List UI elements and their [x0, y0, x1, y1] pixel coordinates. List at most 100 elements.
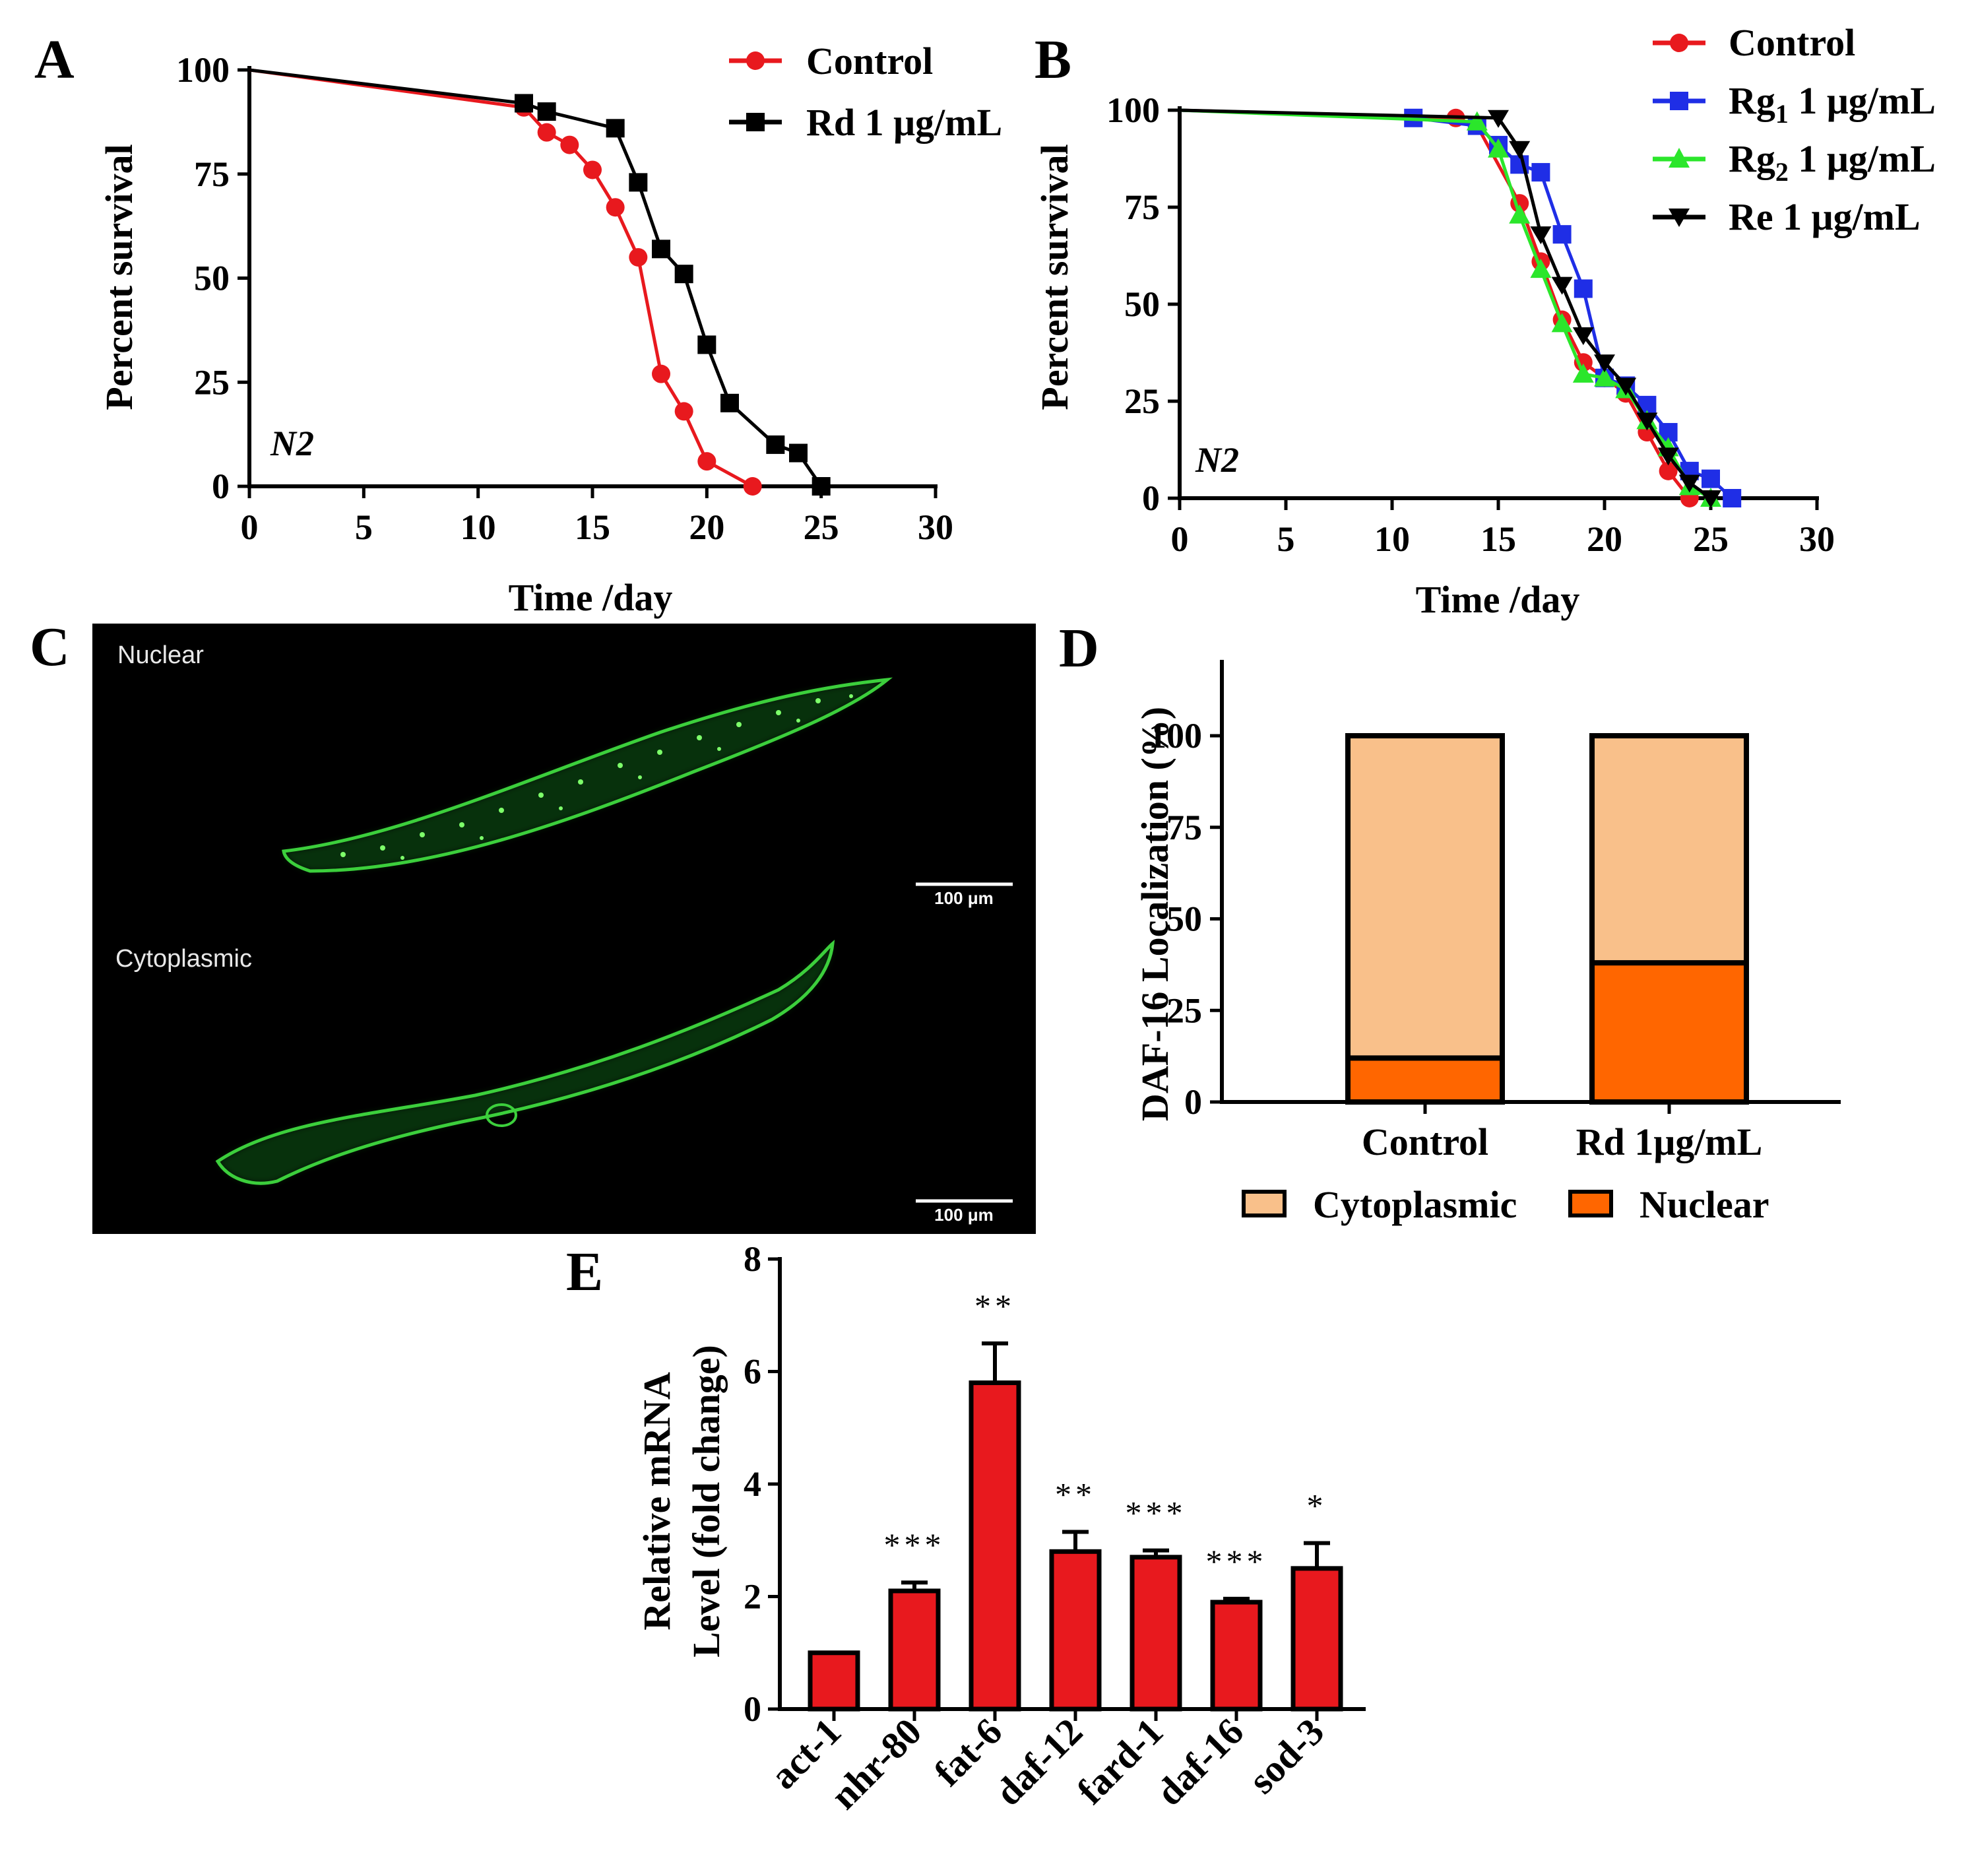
data-point-rd-1-g-ml-a [697, 335, 716, 354]
series-line-control-b [1179, 108, 1691, 500]
y-tick-label-a: 0 [212, 467, 230, 506]
bar-sod-3 [1290, 1566, 1343, 1712]
x-tick-label-a: 15 [575, 507, 610, 547]
series-control-b [1179, 108, 1699, 507]
worm-cytoplasmic [215, 940, 835, 1185]
bar-daf-12 [1049, 1549, 1102, 1712]
data-point-control-a [583, 160, 602, 179]
x-tick-label-b: 15 [1480, 519, 1516, 559]
category-label-rd-1-g-ml: Rd 1μg/mL [1576, 1120, 1763, 1163]
legend-marker-control-a [746, 51, 765, 70]
data-point-rd-1-g-ml-a [652, 240, 670, 259]
data-point-rd-1-g-ml-a [537, 102, 556, 121]
y-tick-label-e: 8 [744, 1239, 761, 1279]
panel-letter-c: C [30, 616, 70, 678]
data-point-rd-1-g-ml-a [720, 393, 739, 412]
legend-entry-rg2-b: Rg2 1 μg/mL [1653, 137, 1936, 187]
category-label-control: Control [1362, 1120, 1488, 1163]
legend-marker-control-b [1670, 34, 1688, 52]
data-point-control-a [606, 198, 625, 217]
data-point-control-a [743, 477, 762, 496]
category-label-daf-16: daf-16 [1148, 1710, 1252, 1814]
bar-nhr-80 [888, 1588, 941, 1712]
y-axis-title-b: Percent survival [1033, 144, 1076, 410]
legend-b: Control Rg1 1 μg/mL Rg2 1 μg/mL Re 1 μg/… [1653, 21, 1936, 238]
x-tick-label-b: 30 [1799, 519, 1835, 559]
series-rg2-1-g-ml-b [1179, 108, 1721, 507]
legend-label-rg2-b: Rg2 1 μg/mL [1729, 137, 1936, 187]
data-point-rg2-1-g-ml-b [1466, 111, 1488, 131]
panel-c: C Nuclear Cytoplasmic 100 μm [30, 616, 1036, 1234]
legend-entry-re-b: Re 1 μg/mL [1653, 195, 1921, 238]
data-point-re-1-g-ml-b [1488, 110, 1509, 128]
data-point-control-a [560, 135, 579, 154]
significance-sod-3: * [1307, 1487, 1327, 1524]
data-point-control-b [1659, 461, 1678, 480]
x-tick-label-a: 0 [241, 507, 259, 547]
data-point-re-1-g-ml-b [1700, 490, 1721, 508]
y-axis-title-e-line1: Relative mRNA [635, 1372, 678, 1631]
bar-cytoplasmic-control [1345, 733, 1505, 1061]
y-axis-title-e-line2: Level (fold change) [685, 1345, 728, 1658]
legend-entry-rg1-b: Rg1 1 μg/mL [1653, 79, 1936, 129]
data-point-rg2-1-g-ml-b [1572, 363, 1594, 383]
x-tick-label-a: 30 [918, 507, 953, 547]
series-line-rg2-1-g-ml-b [1179, 108, 1712, 500]
strain-label-b: N2 [1195, 440, 1239, 480]
data-point-control-a [697, 452, 716, 471]
panel-letter-b: B [1035, 29, 1071, 90]
series-line-re-1-g-ml-b [1179, 108, 1712, 500]
x-axis-title-a: Time /day [509, 576, 673, 619]
x-tick-label-b: 20 [1587, 519, 1622, 559]
data-point-rd-1-g-ml-a [812, 477, 831, 496]
series-control-a [249, 68, 762, 496]
category-label-nhr-80: nhr-80 [822, 1710, 930, 1817]
x-tick-label-b: 25 [1693, 519, 1729, 559]
label-nuclear: Nuclear [117, 641, 204, 669]
panel-e: E 02468act-1nhr-80***fat-6**daf-12**fard… [566, 1239, 1366, 1817]
legend-label-control-a: Control [806, 40, 933, 82]
y-tick-label-d: 25 [1166, 990, 1202, 1030]
bar-fard-1 [1130, 1555, 1182, 1712]
category-label-fard-1: fard-1 [1069, 1710, 1171, 1812]
y-tick-label-a: 25 [194, 362, 230, 402]
series-line-rd-1-g-ml-a [249, 68, 823, 488]
y-tick-label-e: 6 [744, 1352, 761, 1392]
survival-plot-a: 0 5 10 15 20 25 30 0 25 50 75 100 [176, 50, 953, 547]
panel-letter-d: D [1059, 618, 1099, 679]
legend-swatch-cytoplasmic [1242, 1190, 1287, 1217]
legend-marker-rg1-b [1670, 92, 1688, 110]
data-point-rg1-1-g-ml-b [1552, 225, 1572, 244]
x-tick-label-a: 20 [689, 507, 724, 547]
legend-swatch-nuclear [1568, 1190, 1613, 1217]
scale-bar-top: 100 μm [916, 882, 1013, 908]
significance-fat-6: ** [974, 1287, 1015, 1324]
strain-label-a: N2 [270, 424, 314, 463]
survival-plot-b: 0 5 10 15 20 25 30 0 25 50 75 100 [1106, 90, 1835, 559]
significance-nhr-80: *** [884, 1526, 945, 1563]
significance-daf-12: ** [1055, 1475, 1096, 1512]
bar-act-1 [808, 1650, 860, 1712]
data-point-rg1-1-g-ml-b [1723, 489, 1742, 507]
localization-bar-chart: 0 25 50 75 100 Control Rd 1μg/mL [1149, 660, 1841, 1163]
legend-entry-rd-a: Rd 1 μg/mL [729, 101, 1002, 144]
y-tick-label-e: 0 [744, 1689, 761, 1729]
data-point-rd-1-g-ml-a [606, 119, 625, 138]
data-point-control-a [629, 247, 648, 267]
significance-daf-16: *** [1206, 1543, 1267, 1580]
bar-cytoplasmic-rd-1-g-ml [1589, 733, 1749, 966]
panel-b: B 0 5 10 15 20 25 30 0 25 50 75 100 Time /day Perce… [1033, 21, 1936, 621]
y-tick-label-b: 0 [1142, 478, 1160, 518]
legend-entry-control-b: Control [1653, 21, 1855, 64]
y-tick-label-b: 75 [1124, 187, 1160, 227]
data-point-re-1-g-ml-b [1636, 412, 1658, 431]
scale-bar-bottom: 100 μm [916, 1199, 1013, 1225]
x-tick-label-b: 10 [1374, 519, 1410, 559]
legend-label-rg1-b: Rg1 1 μg/mL [1729, 79, 1936, 129]
legend-d: Cytoplasmic Nuclear [1242, 1183, 1769, 1226]
y-tick-label-a: 50 [194, 259, 230, 298]
data-point-rd-1-g-ml-a [629, 173, 648, 192]
legend-marker-rg2-b [1669, 148, 1690, 168]
panel-letter-e: E [566, 1241, 603, 1303]
